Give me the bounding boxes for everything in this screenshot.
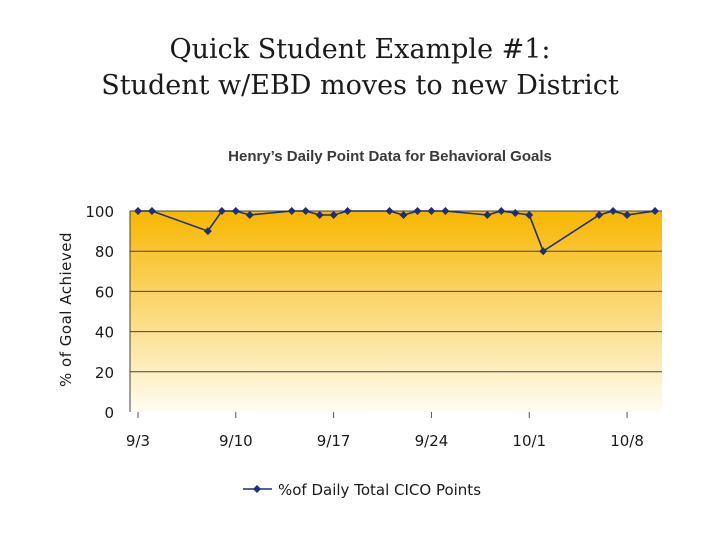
data-point-marker <box>483 211 492 220</box>
x-tick-label: 9/24 <box>415 432 449 450</box>
y-tick-label: 0 <box>104 404 114 422</box>
data-point-marker <box>287 207 296 215</box>
data-point-marker <box>301 207 310 215</box>
data-point-marker <box>217 207 226 215</box>
data-point-marker <box>231 207 240 215</box>
y-tick-label: 100 <box>85 203 114 221</box>
plot-area <box>130 211 662 412</box>
y-axis-title: % of Goal Achieved <box>57 232 75 387</box>
data-point-marker <box>609 207 618 215</box>
y-tick-label: 80 <box>95 243 114 261</box>
slide-title-line-1: Quick Student Example #1: <box>169 34 551 65</box>
data-point-marker <box>623 211 632 220</box>
data-point-marker <box>497 207 506 215</box>
data-point-marker <box>245 211 254 220</box>
y-tick-label: 20 <box>95 364 114 382</box>
data-point-marker <box>203 227 212 236</box>
legend-label: %of Daily Total CICO Points <box>278 481 481 499</box>
y-tick-label: 40 <box>95 324 114 342</box>
x-tick-label: 9/10 <box>219 432 253 450</box>
chart-title: Henry’s Daily Point Data for Behavioral … <box>228 148 552 165</box>
x-tick-label: 10/1 <box>512 432 546 450</box>
data-point-marker <box>651 207 660 215</box>
data-point-marker <box>525 211 534 220</box>
data-point-marker <box>315 211 324 220</box>
y-tick-label: 60 <box>95 283 114 301</box>
x-tick-label: 9/17 <box>317 432 351 450</box>
data-point-marker <box>511 209 520 218</box>
slide-title: Quick Student Example #1: Student w/EBD … <box>0 32 720 104</box>
data-point-marker <box>595 211 604 220</box>
slide-title-line-2: Student w/EBD moves to new District <box>101 70 619 101</box>
data-point-marker <box>539 247 548 256</box>
legend-marker <box>253 485 261 493</box>
data-point-marker <box>427 207 436 215</box>
data-point-marker <box>413 207 422 215</box>
x-tick-label: 9/3 <box>126 432 150 450</box>
data-point-marker <box>134 207 142 215</box>
data-point-marker <box>147 207 156 215</box>
data-point-marker <box>329 211 338 220</box>
data-point-marker <box>385 207 394 215</box>
data-point-marker <box>343 207 352 215</box>
data-point-marker <box>399 211 408 220</box>
x-tick-label: 10/8 <box>610 432 644 450</box>
data-point-marker <box>441 207 450 215</box>
